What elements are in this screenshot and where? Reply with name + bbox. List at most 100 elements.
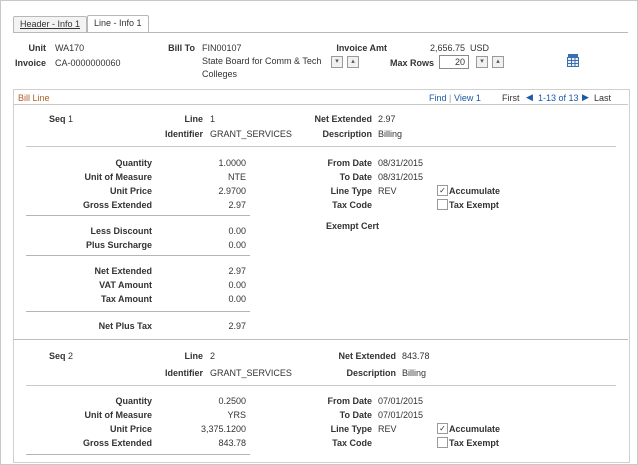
tax-amount-value: 0.00 xyxy=(228,294,246,304)
bill-line-title: Bill Line xyxy=(18,93,50,103)
invoice-value: CA-0000000060 xyxy=(55,58,121,68)
exempt-cert-label: Exempt Cert xyxy=(326,221,380,231)
unit-price-label: Unit Price xyxy=(109,424,152,434)
accumulate-checkbox[interactable]: ✓ xyxy=(437,423,448,434)
gross-extended-label: Gross Extended xyxy=(82,200,152,210)
bill-to-name-line1: State Board for Comm & Tech xyxy=(202,56,322,66)
unit-price-label: Unit Price xyxy=(109,186,152,196)
tax-code-label: Tax Code xyxy=(332,438,372,448)
max-rows-label: Max Rows xyxy=(389,58,434,68)
first-link[interactable]: First xyxy=(502,93,520,103)
quantity-label: Quantity xyxy=(115,396,152,406)
line-label: Line xyxy=(184,114,203,124)
bill-line-header-divider xyxy=(13,104,628,105)
from-date-value: 08/31/2015 xyxy=(378,158,424,168)
subtotal-divider xyxy=(26,454,250,455)
quantity-label: Quantity xyxy=(115,158,152,168)
line-type-value: REV xyxy=(378,424,397,434)
identifier-value: GRANT_SERVICES xyxy=(210,129,292,139)
spreadsheet-icon[interactable] xyxy=(567,54,579,67)
seq-value: 2 xyxy=(68,351,74,361)
tax-exempt-checkbox[interactable] xyxy=(437,437,448,448)
bill-to-label: Bill To xyxy=(168,43,195,53)
line-value: 1 xyxy=(210,114,216,124)
less-discount-label: Less Discount xyxy=(90,226,152,236)
tab-line-info-1-label: Line - Info 1 xyxy=(94,18,142,28)
plus-surcharge-value: 0.00 xyxy=(228,240,246,250)
description-label: Description xyxy=(322,129,372,139)
identifier-label: Identifier xyxy=(164,129,203,139)
line-type-label: Line Type xyxy=(330,186,372,196)
quantity-value: 1.0000 xyxy=(218,158,246,168)
next-arrow-icon[interactable]: ▶ xyxy=(582,92,589,102)
tab-header-info-1-label: Header - Info 1 xyxy=(20,19,81,29)
identifier-value: GRANT_SERVICES xyxy=(210,368,292,378)
last-link[interactable]: Last xyxy=(594,93,612,103)
net-extended-top-value: 843.78 xyxy=(402,351,430,361)
subtotal-divider xyxy=(26,215,250,216)
seq-label: Seq xyxy=(49,351,66,361)
tax-exempt-label: Tax Exempt xyxy=(449,438,499,448)
to-date-value: 08/31/2015 xyxy=(378,172,424,182)
row-divider xyxy=(26,385,616,386)
bill-to-name-line2: Colleges xyxy=(202,69,238,79)
net-extended-top-label: Net Extended xyxy=(338,351,396,361)
bill-line-section xyxy=(13,89,630,463)
view-1-link[interactable]: View 1 xyxy=(454,93,481,103)
gross-extended-value: 2.97 xyxy=(228,200,246,210)
vat-amount-label: VAT Amount xyxy=(99,280,152,290)
tab-line-info-1[interactable]: Line - Info 1 xyxy=(87,15,149,33)
row-separator xyxy=(13,339,628,340)
tax-code-label: Tax Code xyxy=(332,200,372,210)
gross-extended-value: 843.78 xyxy=(218,438,246,448)
line-value: 2 xyxy=(210,351,216,361)
net-extended-label: Net Extended xyxy=(94,266,152,276)
line-label: Line xyxy=(184,351,203,361)
tab-header-info-1[interactable]: Header - Info 1 xyxy=(13,16,88,32)
description-value: Billing xyxy=(378,129,403,139)
max-rows-up-icon[interactable]: ▴ xyxy=(492,56,504,68)
to-date-label: To Date xyxy=(339,410,372,420)
from-date-value: 07/01/2015 xyxy=(378,396,424,406)
less-discount-value: 0.00 xyxy=(228,226,246,236)
row-divider xyxy=(26,146,616,147)
scroll-up-icon[interactable]: ▴ xyxy=(347,56,359,68)
net-extended-value: 2.97 xyxy=(228,266,246,276)
uom-value: NTE xyxy=(228,172,246,182)
net-plus-tax-value: 2.97 xyxy=(228,321,246,331)
uom-value: YRS xyxy=(227,410,246,420)
totals-divider xyxy=(26,311,250,312)
accumulate-checkbox[interactable]: ✓ xyxy=(437,185,448,196)
accumulate-label: Accumulate xyxy=(449,186,501,196)
find-link[interactable]: Find xyxy=(429,93,447,103)
tax-exempt-checkbox[interactable] xyxy=(437,199,448,210)
uom-label: Unit of Measure xyxy=(84,172,152,182)
unit-label: Unit xyxy=(28,43,47,53)
vat-amount-value: 0.00 xyxy=(228,280,246,290)
row-range: 1-13 of 13 xyxy=(538,93,579,103)
plus-surcharge-label: Plus Surcharge xyxy=(85,240,152,250)
invoice-label: Invoice xyxy=(14,58,46,68)
accumulate-label: Accumulate xyxy=(449,424,501,434)
gross-extended-label: Gross Extended xyxy=(82,438,152,448)
from-date-label: From Date xyxy=(327,396,372,406)
invoice-amt-label: Invoice Amt xyxy=(336,43,387,53)
bill-to-value: FIN00107 xyxy=(202,43,242,53)
max-rows-input[interactable]: 20 xyxy=(439,55,469,69)
currency-value: USD xyxy=(470,43,490,53)
description-value: Billing xyxy=(402,368,427,378)
from-date-label: From Date xyxy=(327,158,372,168)
unit-price-value: 2.9700 xyxy=(218,186,246,196)
previous-arrow-icon[interactable]: ◀ xyxy=(526,92,533,102)
net-plus-tax-label: Net Plus Tax xyxy=(98,321,152,331)
link-separator: | xyxy=(449,93,452,103)
net-extended-top-label: Net Extended xyxy=(314,114,372,124)
max-rows-down-icon[interactable]: ▾ xyxy=(476,56,488,68)
seq-value: 1 xyxy=(68,114,74,124)
tab-divider xyxy=(13,32,628,33)
tax-amount-label: Tax Amount xyxy=(101,294,152,304)
unit-value: WA170 xyxy=(55,43,85,53)
invoice-amt-value: 2,656.75 xyxy=(429,43,465,53)
line-type-label: Line Type xyxy=(330,424,372,434)
scroll-down-icon[interactable]: ▾ xyxy=(331,56,343,68)
